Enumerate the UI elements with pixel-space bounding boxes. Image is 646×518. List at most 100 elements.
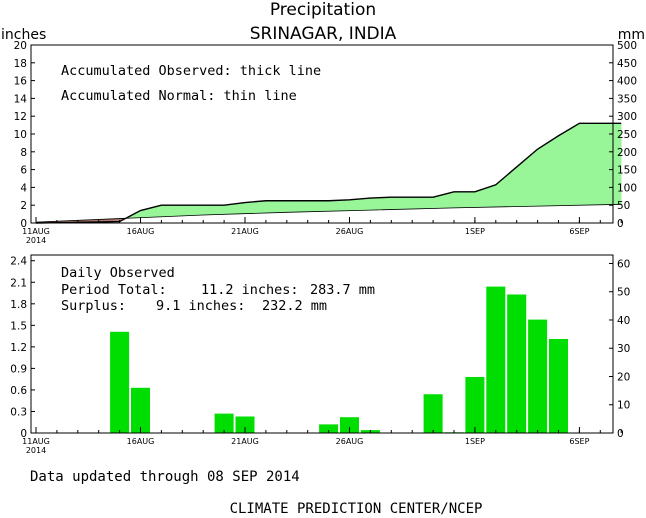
surplus-fill-segment [464, 191, 470, 208]
surplus-fill-segment [281, 200, 288, 213]
surplus-fill-segment [291, 200, 298, 213]
accumulated-normal-line [35, 203, 622, 223]
surplus-fill-segment [594, 123, 601, 206]
surplus-fill-segment [427, 196, 434, 209]
surplus-fill-segment [563, 129, 570, 206]
surplus-fill-segment [166, 204, 173, 217]
daily-precip-bar [340, 417, 359, 433]
daily-x-tick-label: 21AUG [231, 437, 259, 446]
surplus-fill-segment [338, 199, 345, 212]
daily-left-tick-label: 1.5 [10, 320, 27, 332]
period-total-mm: 283.7 mm [310, 282, 375, 298]
daily-right-tick-label: 20 [617, 371, 630, 383]
surplus-fill-segment [401, 196, 408, 210]
daily-panel: 00.30.60.91.21.51.82.12.4 0102030405060 … [10, 254, 630, 455]
surplus-fill-segment [297, 200, 303, 213]
surplus-fill-segment [391, 196, 397, 210]
surplus-fill-segment [328, 200, 335, 212]
surplus-fill-segment [359, 198, 366, 211]
surplus-fill-segment [192, 204, 199, 216]
surplus-fill-segment [239, 202, 246, 215]
surplus-fill-segment [521, 157, 528, 207]
daily-right-tick-label: 60 [617, 258, 630, 270]
surplus-fill-segment [176, 204, 183, 217]
surplus-fill-segment [406, 196, 413, 210]
accumulated-x-tick-label: 26AUG [336, 227, 364, 236]
daily-bars-group [110, 286, 568, 434]
surplus-fill-segment [265, 200, 272, 214]
accumulated-left-tick-label: 20 [14, 40, 27, 52]
surplus-fill-segment [317, 200, 324, 212]
surplus-fill-segment [485, 186, 491, 208]
surplus-fill-segment [438, 194, 444, 209]
accumulated-right-tick-label: 150 [617, 165, 637, 177]
daily-x-tick-label: 26AUG [336, 437, 364, 446]
surplus-fill-segment [244, 201, 251, 214]
surplus-fill-segment [171, 204, 178, 217]
surplus-fill-segment [579, 123, 585, 206]
accumulated-x-tick-label: 21AUG [231, 227, 259, 236]
surplus-fill-segment [182, 204, 188, 217]
daily-left-tick-label: 1.8 [10, 299, 27, 311]
daily-right-tick-label: 50 [617, 287, 630, 299]
daily-precip-bar [319, 424, 339, 433]
surplus-fill-segment [506, 170, 512, 208]
accumulated-left-axis: 0 2 4 6 8 10 12 14 16 18 20 [14, 40, 35, 230]
daily-right-tick-label: 0 [617, 428, 624, 440]
surplus-fill-segment [396, 196, 402, 210]
daily-x-tick-label: 11AUG [22, 437, 50, 446]
surplus-fill-segment [453, 191, 460, 209]
surplus-fill-segment [432, 195, 439, 209]
daily-left-tick-label: 0.6 [10, 385, 27, 397]
surplus-fill-segment [255, 200, 261, 214]
daily-precip-bar [486, 286, 506, 433]
surplus-fill-segment [202, 204, 209, 216]
surplus-fill-segment [385, 196, 392, 210]
surplus-fill-segment [364, 197, 371, 211]
daily-precip-bar [507, 294, 527, 433]
surplus-fill-segment [605, 123, 611, 205]
accumulated-right-axis: 0 50 100 150 200 250 300 350 400 450 500 [609, 40, 637, 230]
chart-subtitle: SRINAGAR, INDIA [250, 24, 397, 44]
surplus-fill-segment [161, 204, 167, 218]
accumulated-right-tick-label: 200 [617, 147, 637, 159]
surplus-fill-segment [584, 123, 591, 206]
surplus-fill-segment [333, 200, 340, 212]
daily-x-year-label: 2014 [26, 446, 46, 455]
surplus-fill-segment [573, 122, 580, 206]
daily-left-tick-label: 0.3 [10, 406, 27, 418]
observed-legend-note: Accumulated Observed: thick line [61, 63, 321, 79]
surplus-fill-segment [542, 141, 549, 207]
surplus-fill-segment [344, 199, 350, 212]
accumulated-right-tick-label: 100 [617, 182, 637, 194]
surplus-fill-segment [270, 200, 277, 214]
accumulated-x-year-label: 2014 [26, 236, 46, 245]
surplus-fill-segment [276, 200, 282, 213]
surplus-fill-segment [479, 187, 486, 208]
surplus-fill-segment [547, 138, 554, 207]
accumulated-right-tick-label: 300 [617, 111, 637, 123]
accumulated-x-tick-label: 1SEP [465, 227, 485, 236]
surplus-fill-segment [417, 196, 423, 210]
normal-legend-note: Accumulated Normal: thin line [61, 88, 297, 104]
accumulated-left-tick-label: 2 [20, 200, 27, 212]
surplus-fill-segment [448, 191, 455, 209]
surplus-fill-segment [302, 200, 308, 213]
daily-observed-label: Daily Observed [61, 265, 175, 281]
accumulated-left-tick-label: 14 [14, 93, 28, 105]
surplus-fill-segment [286, 200, 293, 213]
accumulated-x-tick-label: 16AUG [127, 227, 155, 236]
surplus-fill-segment [537, 145, 544, 207]
daily-precip-bar [549, 338, 568, 433]
accumulated-right-tick-label: 450 [617, 58, 637, 70]
daily-right-tick-label: 10 [617, 400, 630, 412]
surplus-fill-segment [370, 197, 376, 211]
surplus-fill-segment [223, 204, 230, 215]
daily-precip-bar [528, 319, 548, 433]
daily-x-tick-label: 16AUG [127, 437, 155, 446]
surplus-fill-segment [187, 204, 193, 216]
surplus-fill-segment [229, 203, 235, 215]
